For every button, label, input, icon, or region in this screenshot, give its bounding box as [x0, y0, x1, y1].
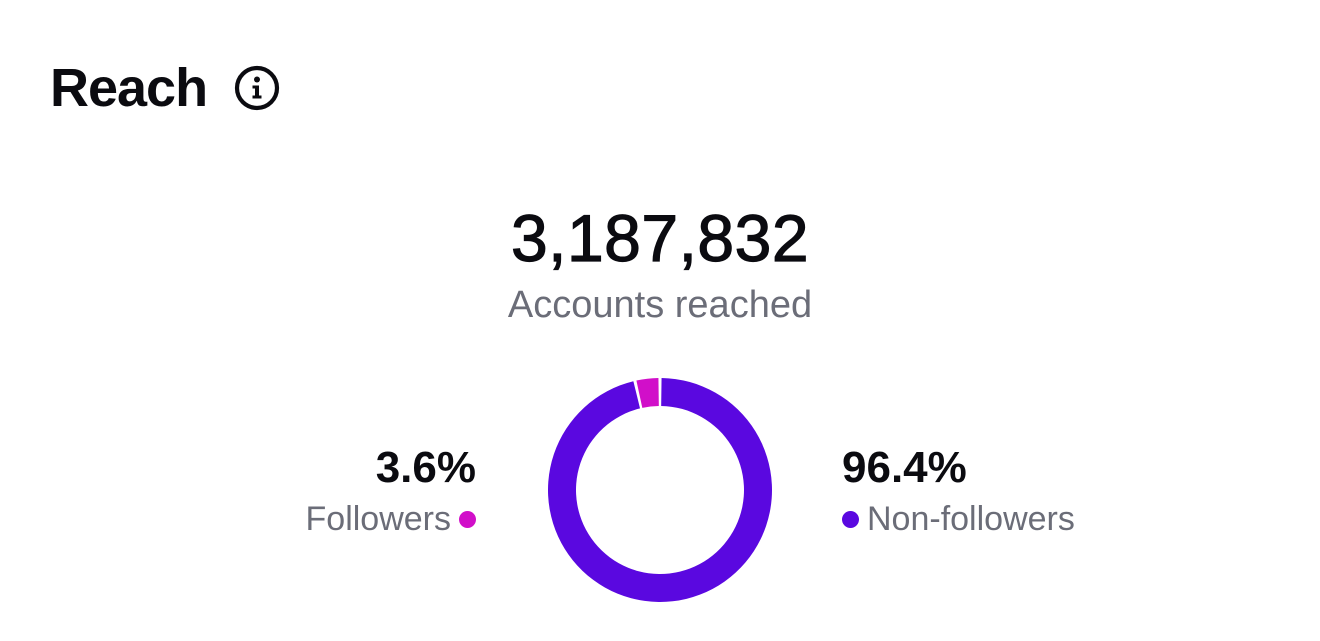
accounts-reached-label: Accounts reached	[507, 284, 813, 326]
reach-donut-chart	[548, 378, 772, 602]
reach-header: Reach	[50, 56, 281, 120]
accounts-reached-count: 3,187,832	[510, 200, 810, 275]
info-circle-icon	[234, 65, 280, 111]
followers-percent: 3.6%	[375, 443, 476, 492]
non-followers-percent: 96.4%	[842, 443, 967, 492]
info-button[interactable]	[233, 64, 281, 112]
non-followers-color-dot	[842, 510, 859, 528]
non-followers-legend: 96.4% Non-followers	[842, 442, 1075, 542]
followers-label: Followers	[305, 500, 451, 538]
non-followers-label: Non-followers	[867, 500, 1075, 538]
followers-legend: 3.6% Followers	[306, 442, 476, 542]
followers-color-dot	[459, 510, 476, 528]
non-followers-slice	[548, 378, 772, 602]
page-title: Reach	[50, 58, 208, 118]
followers-slice	[636, 378, 659, 408]
